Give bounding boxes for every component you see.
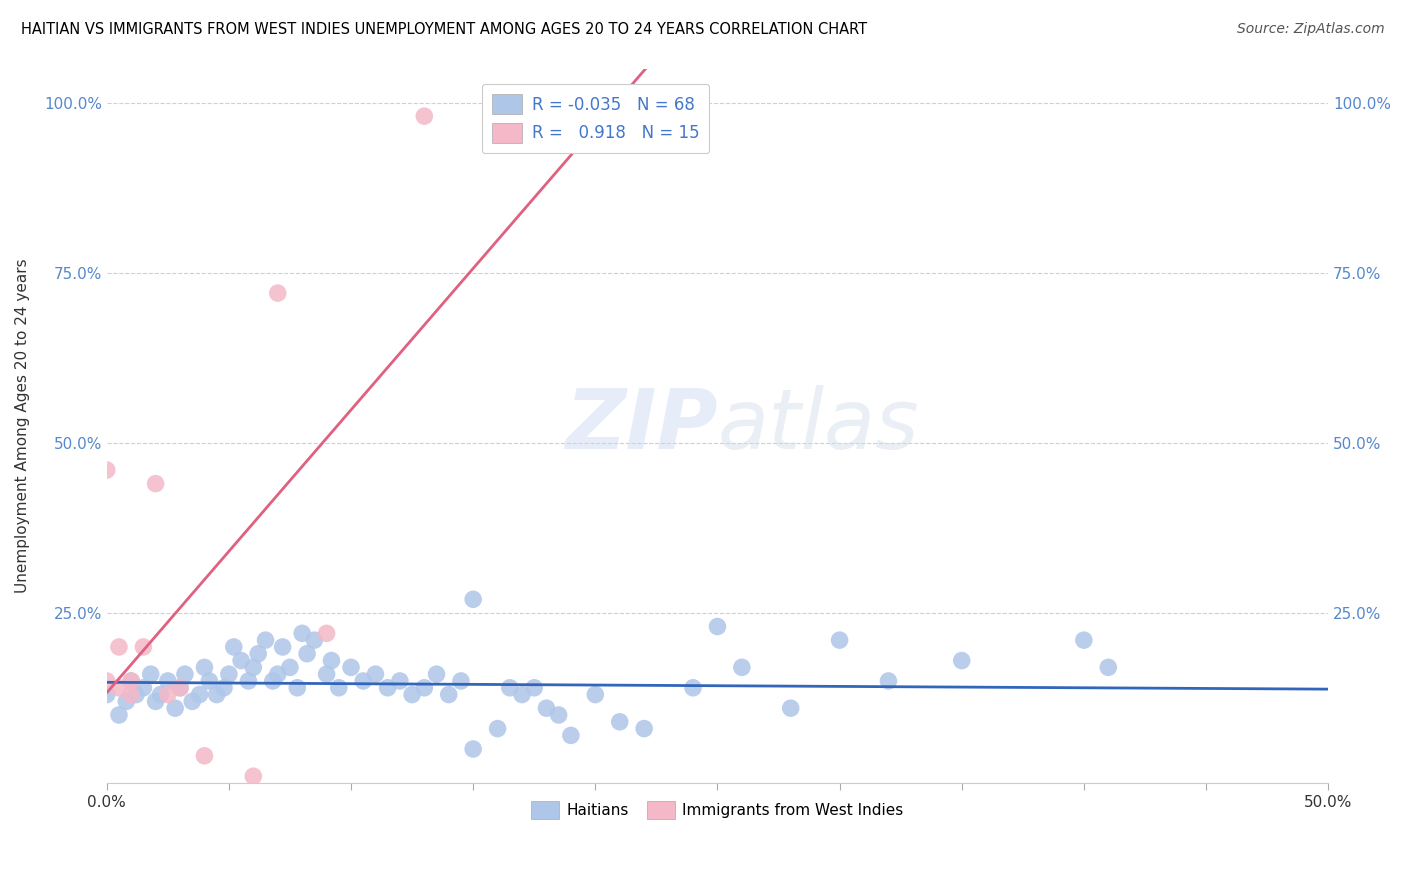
Point: [96, 688, 118, 702]
Point: [340, 660, 363, 674]
Point: [149, 688, 172, 702]
Point: [120, 673, 142, 688]
Point: [156, 688, 179, 702]
Point: [285, 681, 308, 695]
Point: [198, 673, 221, 688]
Legend: Haitians, Immigrants from West Indies: Haitians, Immigrants from West Indies: [526, 795, 910, 825]
Point: [364, 667, 387, 681]
Point: [145, 694, 167, 708]
Point: [315, 626, 337, 640]
Point: [536, 701, 558, 715]
Point: [120, 673, 142, 688]
Point: [295, 647, 318, 661]
Point: [193, 748, 215, 763]
Point: [242, 660, 264, 674]
Point: [169, 681, 191, 695]
Point: [247, 647, 270, 661]
Point: [413, 681, 436, 695]
Point: [425, 667, 447, 681]
Point: [499, 681, 522, 695]
Point: [108, 640, 131, 654]
Point: [181, 694, 204, 708]
Point: [291, 626, 314, 640]
Point: [377, 681, 399, 695]
Point: [188, 688, 211, 702]
Point: [450, 673, 472, 688]
Text: ZIP: ZIP: [565, 385, 717, 467]
Point: [193, 660, 215, 674]
Point: [165, 701, 187, 715]
Point: [278, 660, 301, 674]
Point: [96, 673, 118, 688]
Point: [463, 592, 485, 607]
Point: [682, 681, 704, 695]
Point: [218, 667, 240, 681]
Point: [108, 708, 131, 723]
Point: [413, 109, 436, 123]
Text: Source: ZipAtlas.com: Source: ZipAtlas.com: [1237, 22, 1385, 37]
Point: [706, 619, 728, 633]
Point: [205, 688, 228, 702]
Point: [731, 660, 754, 674]
Point: [145, 476, 167, 491]
Point: [828, 633, 851, 648]
Text: atlas: atlas: [717, 385, 920, 467]
Point: [560, 728, 582, 742]
Point: [139, 667, 162, 681]
Point: [125, 688, 148, 702]
Point: [132, 681, 155, 695]
Point: [254, 633, 277, 648]
Point: [437, 688, 460, 702]
Point: [267, 667, 290, 681]
Point: [1073, 633, 1095, 648]
Point: [609, 714, 631, 729]
Y-axis label: Unemployment Among Ages 20 to 24 years: Unemployment Among Ages 20 to 24 years: [15, 259, 30, 593]
Point: [877, 673, 900, 688]
Point: [950, 654, 973, 668]
Point: [315, 667, 337, 681]
Point: [120, 688, 142, 702]
Point: [242, 769, 264, 783]
Point: [779, 701, 801, 715]
Point: [238, 673, 260, 688]
Point: [523, 681, 546, 695]
Point: [229, 654, 252, 668]
Point: [174, 667, 197, 681]
Point: [633, 722, 655, 736]
Point: [401, 688, 423, 702]
Point: [388, 673, 411, 688]
Point: [262, 673, 284, 688]
Point: [267, 286, 290, 301]
Point: [328, 681, 350, 695]
Point: [222, 640, 245, 654]
Point: [271, 640, 294, 654]
Point: [304, 633, 326, 648]
Point: [547, 708, 569, 723]
Point: [510, 688, 533, 702]
Point: [115, 694, 138, 708]
Point: [463, 742, 485, 756]
Point: [132, 640, 155, 654]
Point: [1097, 660, 1119, 674]
Point: [212, 681, 235, 695]
Text: HAITIAN VS IMMIGRANTS FROM WEST INDIES UNEMPLOYMENT AMONG AGES 20 TO 24 YEARS CO: HAITIAN VS IMMIGRANTS FROM WEST INDIES U…: [21, 22, 868, 37]
Point: [321, 654, 343, 668]
Point: [352, 673, 374, 688]
Point: [108, 681, 131, 695]
Point: [169, 681, 191, 695]
Point: [156, 673, 179, 688]
Point: [486, 722, 509, 736]
Point: [583, 688, 606, 702]
Point: [96, 463, 118, 477]
